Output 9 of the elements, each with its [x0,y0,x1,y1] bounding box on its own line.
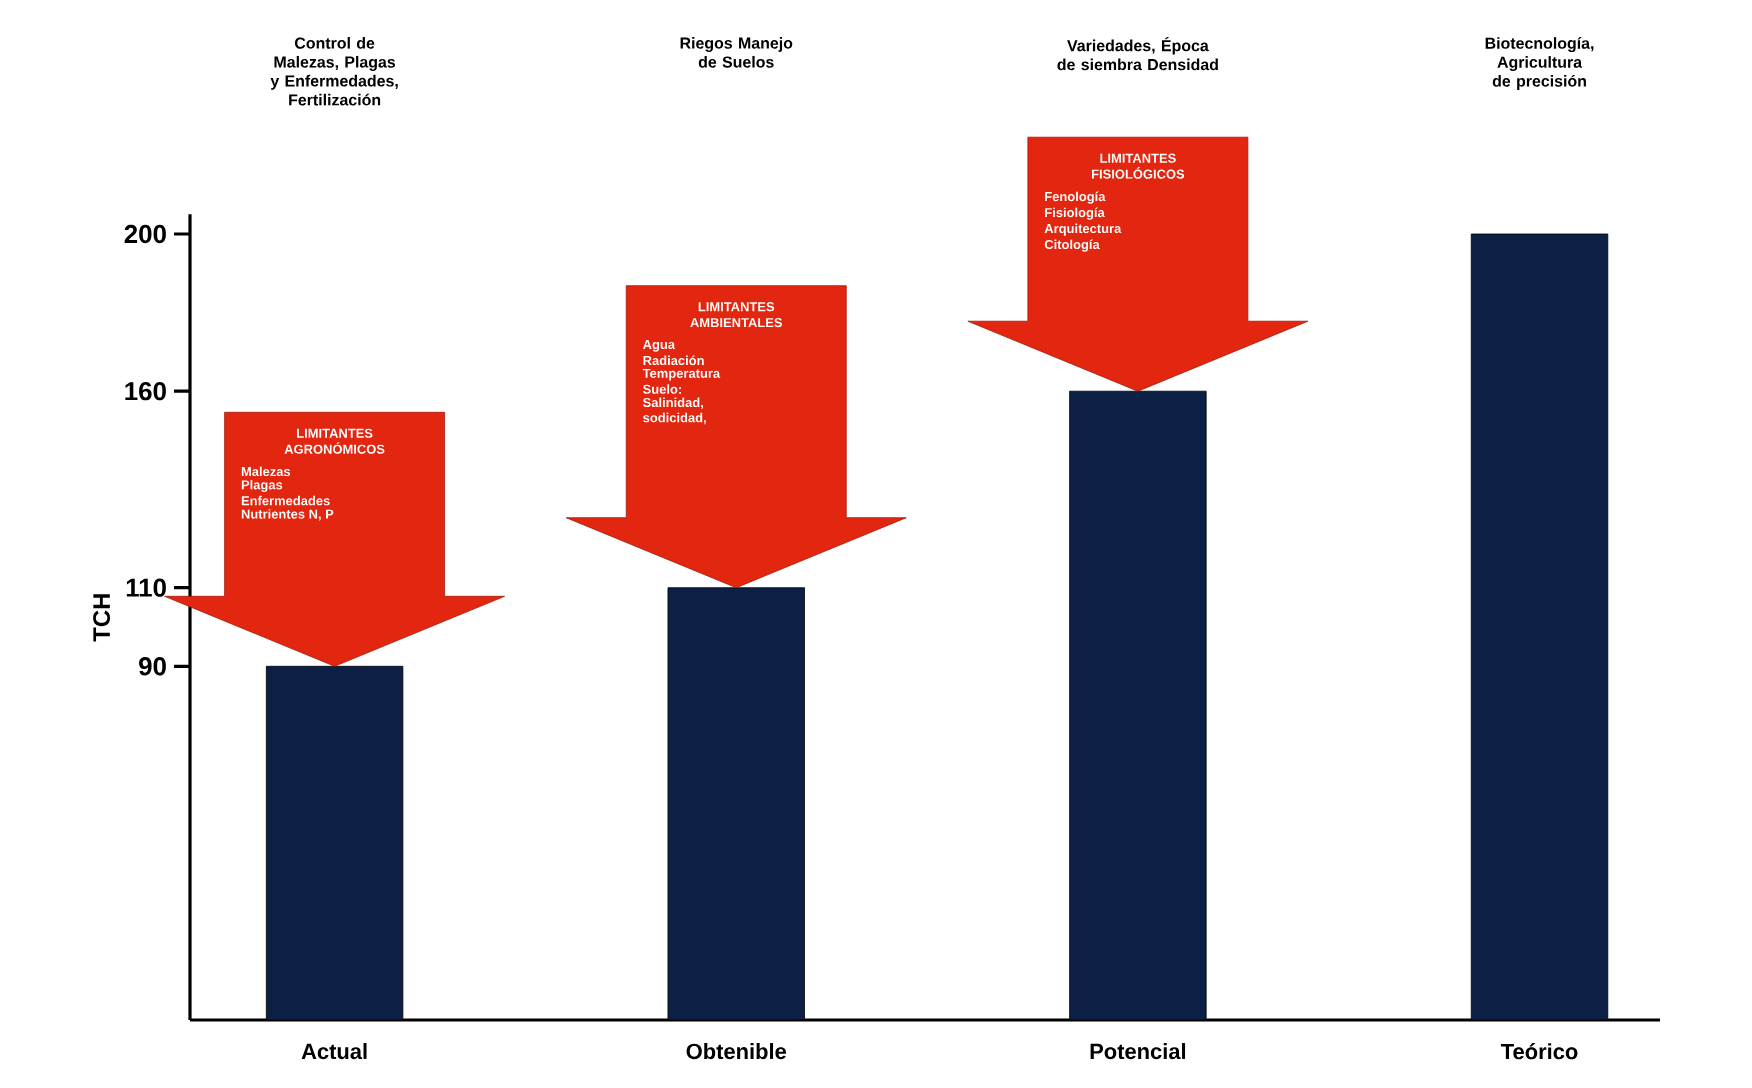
y-tick-label: 160 [125,382,166,401]
x-tick-label: Actual [301,1043,367,1060]
x-tick-label: Potencial [1090,1043,1186,1060]
x-tick-label: Teórico [1501,1043,1578,1060]
x-tick-label: Obtenible [686,1043,787,1060]
y-tick-label: 200 [124,224,166,244]
y-axis-title: TCH [93,594,111,642]
y-tick-label: 90 [139,657,166,676]
y-tick-label: 110 [126,578,166,597]
